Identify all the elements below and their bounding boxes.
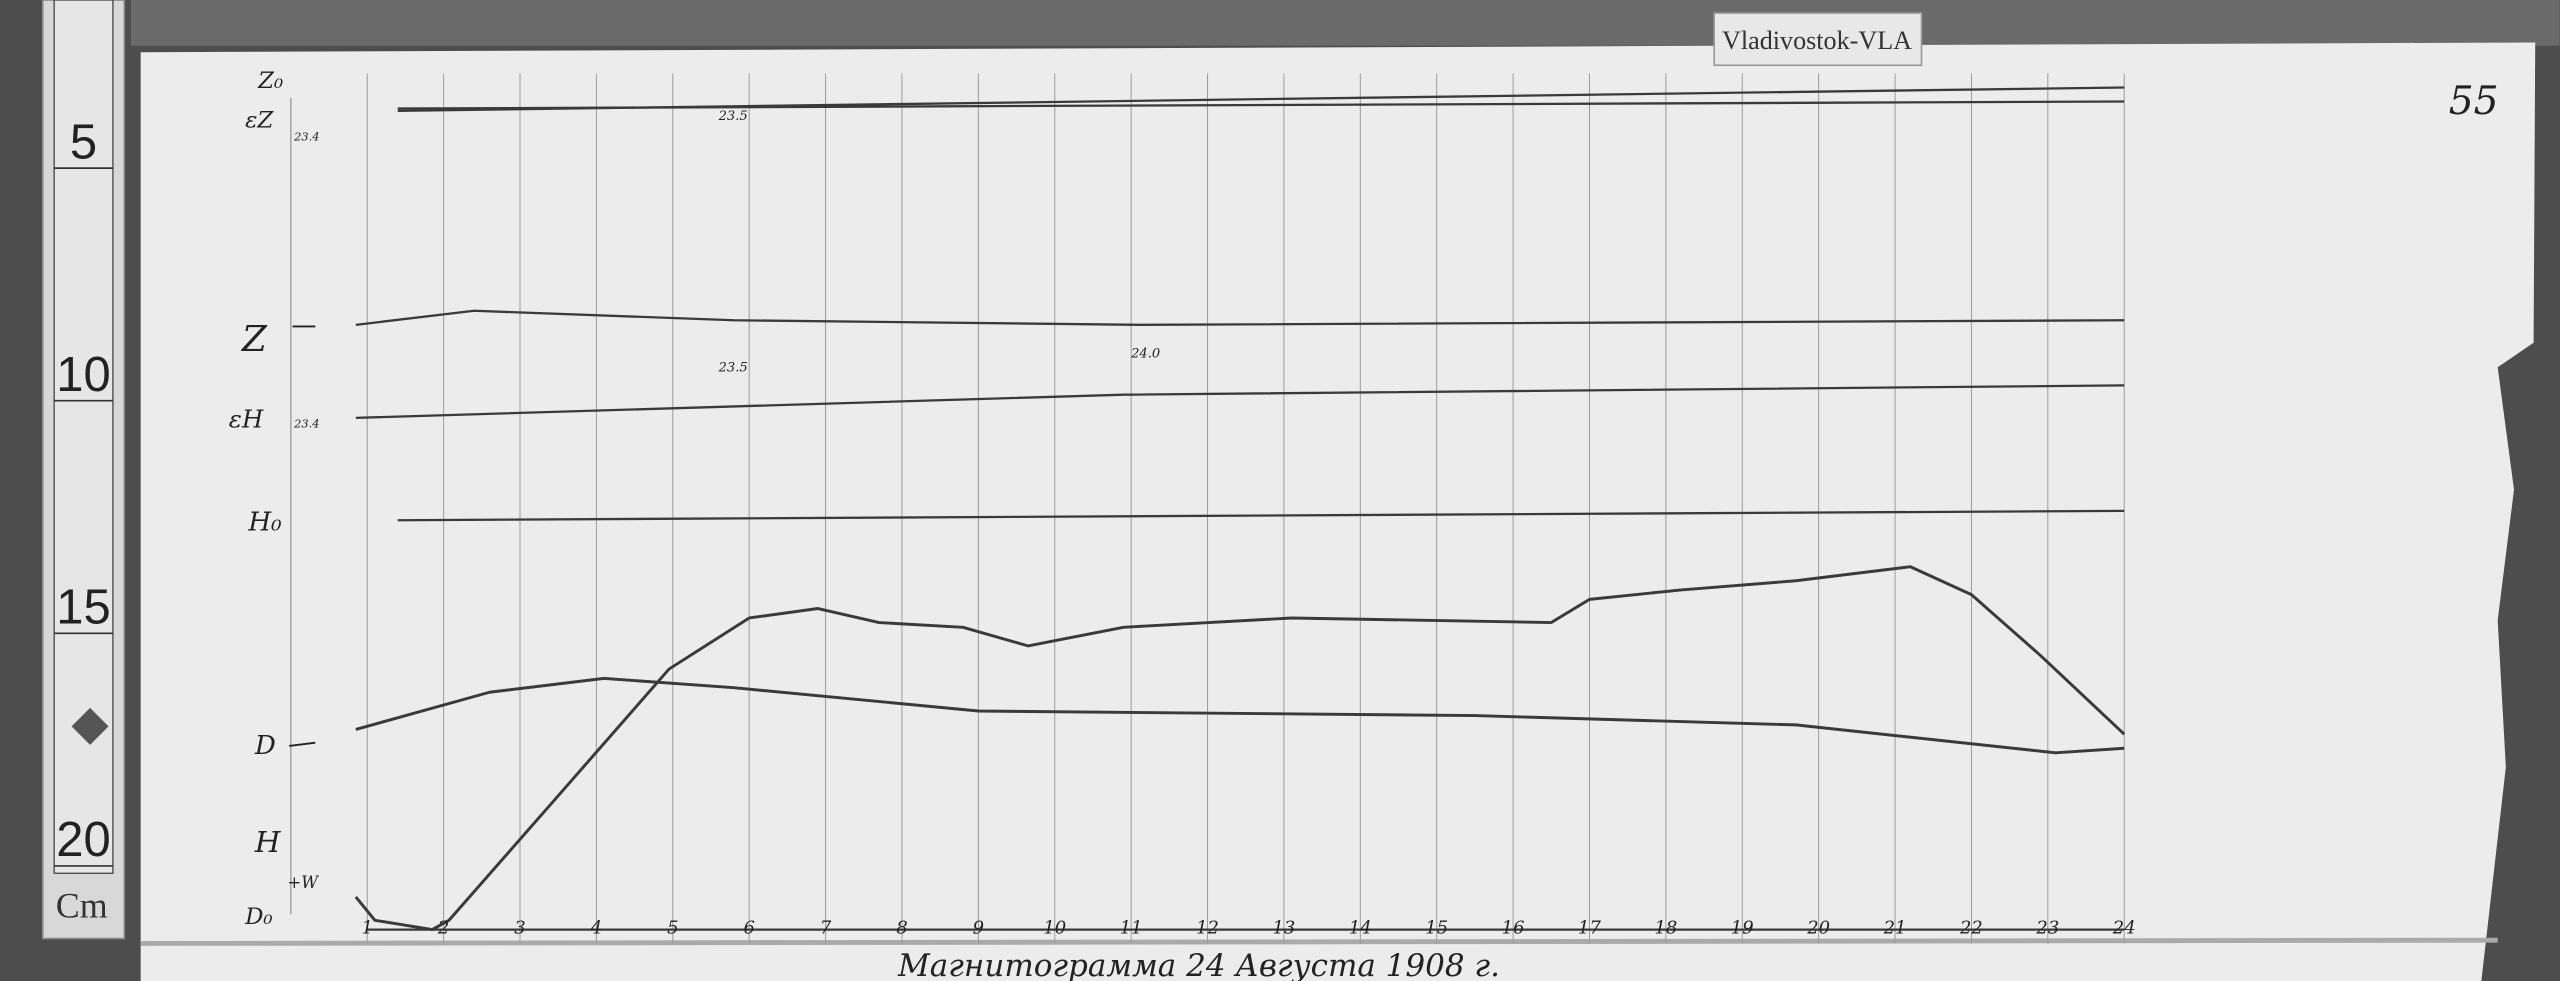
x-tick-label: 9 xyxy=(973,918,984,939)
caption: Магнитограмма 24 Августа 1908 г. xyxy=(897,948,1500,981)
x-tick-label: 23 xyxy=(2035,918,2059,939)
top-frame xyxy=(130,0,2560,46)
bottom-stripe xyxy=(140,937,2498,946)
trace-label-z: Z xyxy=(241,319,268,360)
x-tick-label: 18 xyxy=(1654,918,1677,939)
paper-sheet xyxy=(140,42,2536,981)
x-tick-label: 5 xyxy=(667,918,678,939)
station-tag xyxy=(1713,12,1923,67)
x-tick-label: 4 xyxy=(590,918,602,939)
x-tick-label: 10 xyxy=(1043,918,1066,939)
x-tick-label: 11 xyxy=(1120,918,1143,939)
annotation: 24.0 xyxy=(1130,346,1160,361)
trace-label-z0: Z₀ xyxy=(257,68,283,94)
trace-label-ez_temp: 23.4 xyxy=(293,129,319,143)
trace-label-w: +W xyxy=(288,873,320,892)
x-tick-label: 2 xyxy=(437,918,449,939)
trace-5 xyxy=(355,676,2125,755)
x-tick-label: 8 xyxy=(896,918,907,939)
x-tick-label: 6 xyxy=(743,918,754,939)
ruler-mark-label: 10 xyxy=(56,348,110,402)
x-tick-label: 24 xyxy=(2112,918,2136,939)
ruler-mark-label: 5 xyxy=(70,115,97,169)
ruler-mark-label: 15 xyxy=(56,581,110,635)
x-tick-label: 17 xyxy=(1578,918,1601,939)
trace-label-eh: εH xyxy=(229,405,264,434)
trace-label-d: D xyxy=(254,731,276,761)
trace-label-d0: D₀ xyxy=(244,904,272,930)
x-tick-label: 16 xyxy=(1502,918,1525,939)
x-tick-label: 7 xyxy=(820,918,832,939)
x-tick-label: 22 xyxy=(1959,918,1983,939)
x-tick-label: 19 xyxy=(1731,918,1754,939)
ruler-mark-label: 20 xyxy=(56,813,110,867)
annotation: 23.5 xyxy=(718,109,748,124)
label-dash xyxy=(289,741,316,747)
x-tick-label: 14 xyxy=(1349,918,1372,939)
trace-3 xyxy=(355,384,2125,420)
trace-6 xyxy=(354,565,2126,932)
trace-label-h0: H₀ xyxy=(247,507,282,537)
annotation: 23.5 xyxy=(718,360,748,375)
x-tick-label: 3 xyxy=(514,918,525,939)
trace-label-ez: εZ xyxy=(245,107,274,133)
sheet-number: 55 xyxy=(2449,79,2499,124)
x-tick-label: 1 xyxy=(362,918,373,939)
trace-4 xyxy=(397,509,2125,522)
x-tick-label: 13 xyxy=(1273,918,1296,939)
trace-1 xyxy=(397,100,2125,110)
trace-2 xyxy=(355,309,2125,326)
trace-label-h: H xyxy=(254,825,282,859)
ruler-unit: Cm xyxy=(56,885,108,925)
x-tick-label: 20 xyxy=(1806,918,1830,939)
trace-label-eh_temp: 23.4 xyxy=(293,417,319,431)
x-tick-label: 15 xyxy=(1425,918,1448,939)
x-tick-label: 21 xyxy=(1883,918,1907,939)
x-tick-label: 12 xyxy=(1196,918,1219,939)
station-tag-text: Vladivostok-VLA xyxy=(1722,26,1912,55)
